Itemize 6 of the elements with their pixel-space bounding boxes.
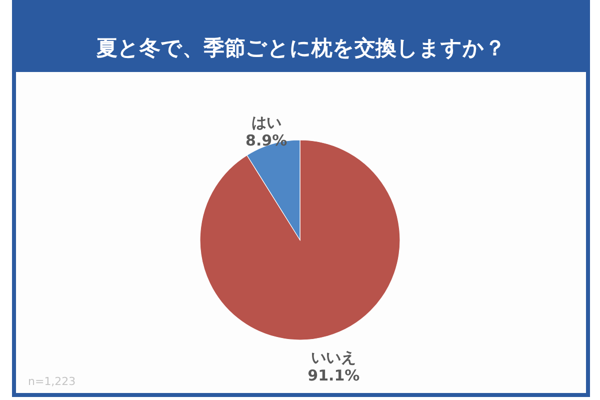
- data-label: 91.1%: [308, 366, 360, 384]
- text: n=1,223: [28, 375, 76, 389]
- slice-label: いいえ: [311, 348, 356, 366]
- data-label: 8.9%: [246, 132, 288, 150]
- chart-title: 夏と冬で、季節ごとに枕を交換しますか？: [96, 35, 506, 62]
- slice-label: はい: [251, 114, 282, 132]
